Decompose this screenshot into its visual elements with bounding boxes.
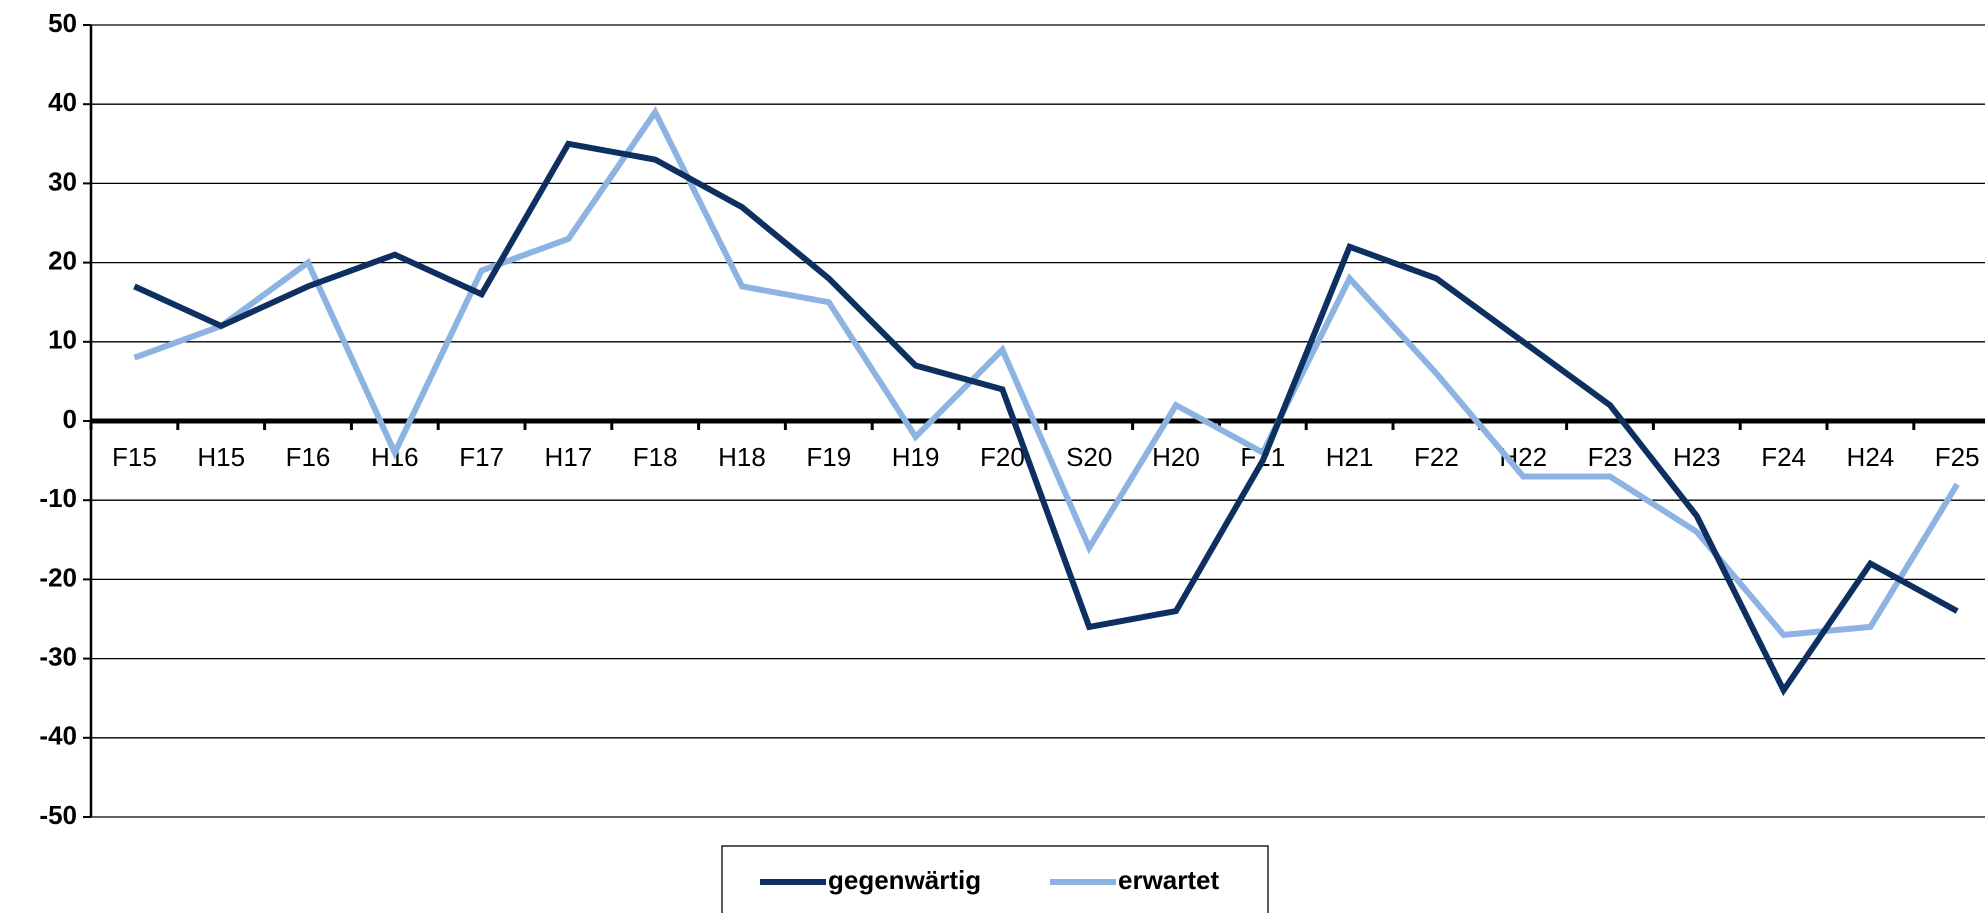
x-tick-label: F25 (1935, 442, 1980, 472)
x-tick-label: H15 (197, 442, 245, 472)
y-tick-label: 50 (48, 8, 77, 38)
y-tick-label: -10 (39, 483, 77, 513)
x-tick-label: F24 (1761, 442, 1806, 472)
x-tick-label: H21 (1326, 442, 1374, 472)
y-tick-label: -50 (39, 800, 77, 830)
x-tick-label: H17 (545, 442, 593, 472)
y-tick-label: 0 (63, 404, 77, 434)
y-tick-label: -40 (39, 721, 77, 751)
y-tick-label: 20 (48, 245, 77, 275)
x-tick-label: H19 (892, 442, 940, 472)
y-tick-label: 10 (48, 325, 77, 355)
y-tick-label: 40 (48, 87, 77, 117)
y-tick-label: -30 (39, 641, 77, 671)
x-tick-label: H24 (1847, 442, 1895, 472)
series-line (133, 106, 1960, 638)
legend-label: gegenwärtig (828, 865, 981, 895)
y-tick-label: 30 (48, 166, 77, 196)
x-tick-label: F17 (459, 442, 504, 472)
x-tick-label: F20 (980, 442, 1025, 472)
x-tick-label: F16 (286, 442, 331, 472)
legend-label: erwartet (1118, 865, 1219, 895)
series-line (133, 140, 1959, 697)
x-tick-label: F22 (1414, 442, 1459, 472)
x-tick-label: F23 (1588, 442, 1633, 472)
x-tick-label: S20 (1066, 442, 1112, 472)
x-tick-label: F19 (806, 442, 851, 472)
x-tick-label: F15 (112, 442, 157, 472)
x-tick-label: F18 (633, 442, 678, 472)
y-tick-label: -20 (39, 562, 77, 592)
x-tick-label: H23 (1673, 442, 1721, 472)
x-tick-label: H18 (718, 442, 766, 472)
x-tick-label: H20 (1152, 442, 1200, 472)
